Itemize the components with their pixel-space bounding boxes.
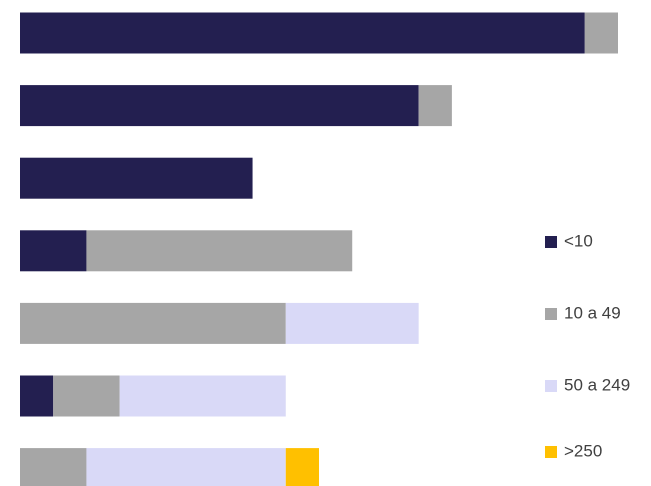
bar-segment <box>285 448 319 486</box>
bar-segment <box>20 85 419 127</box>
legend-swatch <box>545 380 557 392</box>
legend-label: >250 <box>564 441 602 460</box>
bar-segment <box>20 448 87 486</box>
bar-segment <box>20 375 54 417</box>
bar-segment <box>584 12 618 54</box>
bar-segment <box>20 230 87 272</box>
legend-label: <10 <box>564 231 593 250</box>
bar-segment <box>418 85 452 127</box>
bar-segment <box>20 12 585 54</box>
bar-segment <box>86 230 353 272</box>
bar-segment <box>53 375 120 417</box>
bar-segment <box>285 302 419 344</box>
legend-swatch <box>545 236 557 248</box>
legend-swatch <box>545 308 557 320</box>
bar-segment <box>20 302 286 344</box>
legend-label: 10 a 49 <box>564 303 621 322</box>
bar-segment <box>86 448 286 486</box>
legend-swatch <box>545 446 557 458</box>
legend-label: 50 a 249 <box>564 375 630 394</box>
bar-segment <box>20 157 253 199</box>
bar-segment <box>119 375 286 417</box>
